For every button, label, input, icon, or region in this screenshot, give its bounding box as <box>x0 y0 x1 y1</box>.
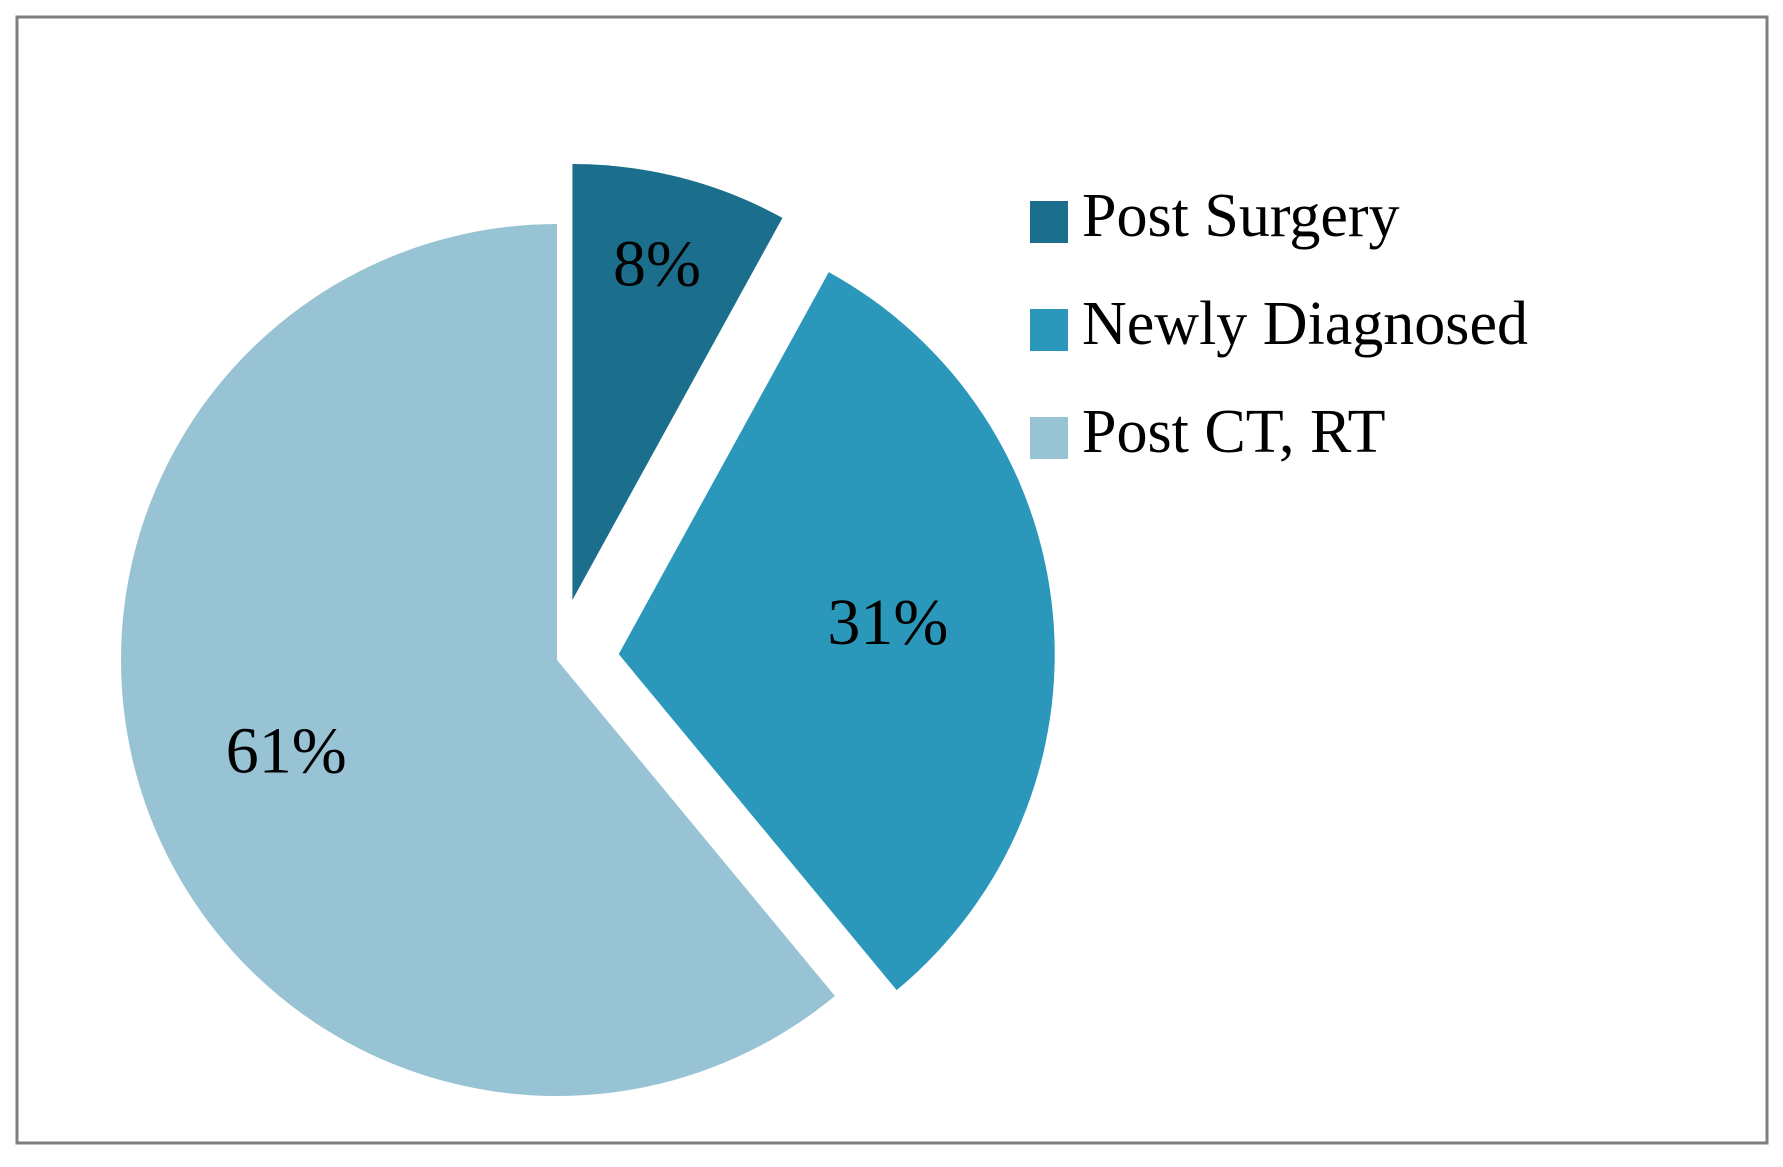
legend-swatch <box>1030 309 1068 351</box>
legend-label: Post CT, RT <box>1082 398 1385 466</box>
legend-swatch <box>1030 201 1068 243</box>
pie-slice <box>618 272 1055 991</box>
legend-label: Post Surgery <box>1082 182 1400 250</box>
legend-swatch <box>1030 417 1068 459</box>
pie-slice <box>572 163 783 600</box>
legend-label: Newly Diagnosed <box>1082 290 1528 358</box>
data-label: 8% <box>613 228 701 301</box>
data-label: 61% <box>226 715 347 788</box>
pie-slice <box>120 224 835 1096</box>
data-label: 31% <box>827 586 948 659</box>
